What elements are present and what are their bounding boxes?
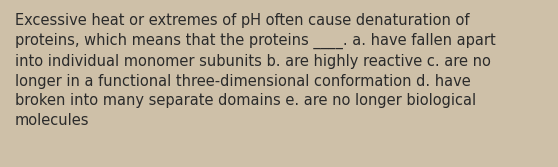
Text: Excessive heat or extremes of pH often cause denaturation of
proteins, which mea: Excessive heat or extremes of pH often c… xyxy=(15,13,496,128)
